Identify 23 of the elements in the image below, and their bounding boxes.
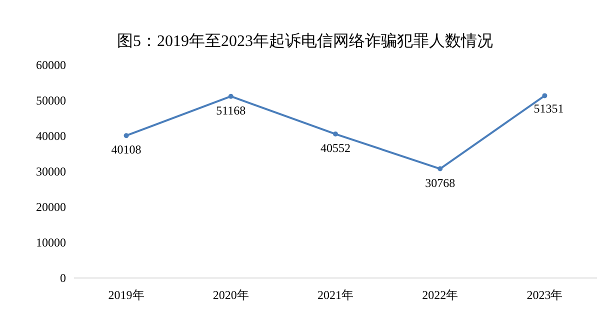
point: [124, 133, 129, 138]
y-tick-label: 50000: [36, 94, 66, 108]
data-label: 51168: [216, 103, 246, 118]
data-label: 51351: [534, 102, 564, 116]
point: [438, 166, 443, 172]
x-tick-label: 2019年: [108, 288, 144, 302]
y-tick-label: 30000: [36, 164, 66, 178]
x-tick-label: 2020年: [212, 288, 249, 302]
y-tick-label: 40000: [36, 129, 66, 143]
x-tick-label: 2023年: [526, 288, 563, 302]
data-label: 40552: [320, 141, 350, 156]
point: [228, 94, 234, 99]
point: [542, 93, 548, 98]
y-tick-label: 10000: [36, 236, 66, 250]
x-tick-label: 2021年: [318, 288, 354, 302]
chart-title: 图5：2019年至2023年起诉电信网络诈骗犯罪人数情况: [117, 32, 493, 50]
x-tick-label: 2022年: [422, 288, 458, 302]
data-label: 30768: [425, 176, 456, 190]
data-label: 40108: [111, 142, 142, 157]
point: [333, 132, 338, 137]
y-tick-label: 60000: [36, 58, 66, 72]
y-tick-label: 20000: [36, 200, 66, 214]
y-tick-label: 0: [60, 271, 66, 285]
